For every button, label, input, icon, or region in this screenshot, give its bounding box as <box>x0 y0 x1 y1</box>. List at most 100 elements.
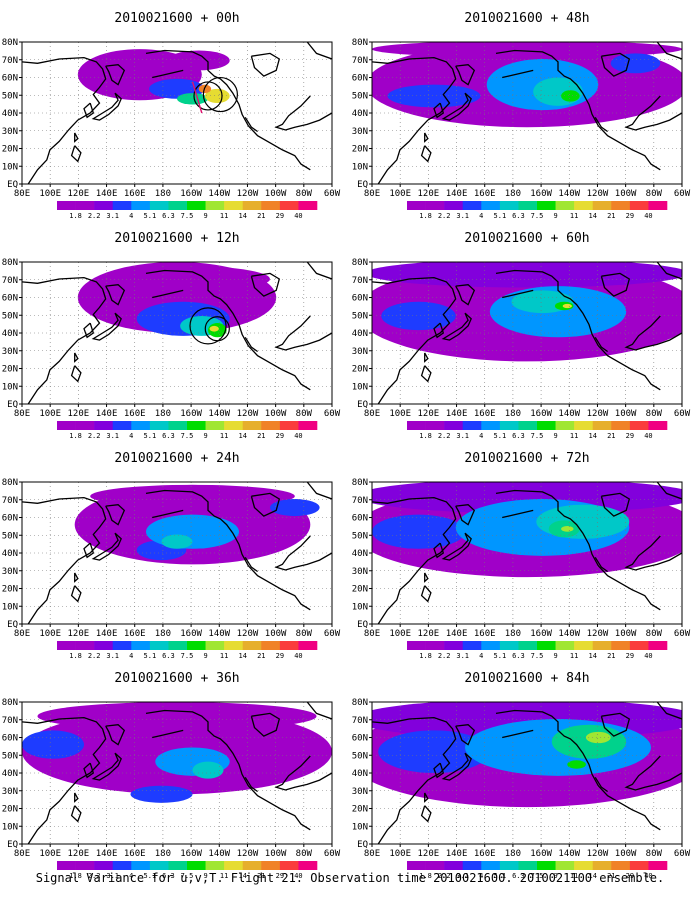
colorbar-level-label: 7.5 <box>181 652 194 660</box>
colorbar-level-label: 9 <box>553 212 557 220</box>
lon-tick-label: 140E <box>96 849 118 859</box>
coastline <box>70 805 82 823</box>
coastline <box>83 542 95 559</box>
lon-tick-label: 140E <box>446 409 468 419</box>
colorbar-swatch <box>187 421 206 430</box>
colorbar-swatch <box>574 201 594 210</box>
colorbar-swatch <box>611 201 631 210</box>
colorbar-swatch <box>499 421 519 430</box>
colorbar-level-label: 1.8 <box>69 432 82 440</box>
colorbar-level-label: 6.3 <box>512 212 525 220</box>
colorbar-swatch <box>261 421 281 430</box>
variance-contour <box>270 499 320 517</box>
colorbar-level-label: 7.5 <box>531 432 544 440</box>
colorbar-level-label: 40 <box>294 872 302 880</box>
lat-tick-label: 70N <box>2 716 18 726</box>
figure-caption: Signal Variance for u,v,T. Flight 21. Ob… <box>35 871 665 885</box>
coastline <box>424 352 429 363</box>
lon-tick-label: 60W <box>324 849 341 859</box>
lat-tick-label: 10N <box>2 602 18 612</box>
coastline <box>372 56 457 184</box>
colorbar-swatch <box>574 421 594 430</box>
colorbar-swatch <box>425 421 445 430</box>
colorbar-swatch <box>611 641 631 650</box>
lon-tick-label: 160W <box>530 629 552 639</box>
lat-tick-label: 10N <box>2 382 18 392</box>
forecast-panel: 2010021600 + 60h 80N 70N 60N 50N 40N 30N 20N 10N… <box>352 231 691 440</box>
lat-tick-label: 70N <box>352 276 368 286</box>
lat-tick-label: 70N <box>352 716 368 726</box>
colorbar-level-label: 6.3 <box>162 652 175 660</box>
lon-tick-label: 180 <box>155 849 171 859</box>
colorbar-swatch <box>648 641 668 650</box>
lon-tick-label: 120E <box>68 189 90 199</box>
colorbar-level-label: 7.5 <box>531 652 544 660</box>
colorbar-swatch <box>279 421 299 430</box>
coastline <box>424 572 429 583</box>
panel-title: 2010021600 + 00h <box>114 11 239 26</box>
variance-contour <box>167 50 230 71</box>
coastline <box>91 532 122 561</box>
colorbar-swatch <box>592 201 612 210</box>
lat-tick-label: EQ <box>357 180 368 190</box>
colorbar-level-label: 14 <box>588 652 596 660</box>
coastline <box>244 776 258 793</box>
lon-tick-label: 160W <box>530 409 552 419</box>
colorbar-swatch <box>57 641 76 650</box>
coastline <box>83 102 95 119</box>
colorbar-level-label: 11 <box>220 872 228 880</box>
colorbar-level-label: 29 <box>276 872 284 880</box>
colorbar-level-label: 1.8 <box>419 872 432 880</box>
lon-tick-label: 100E <box>389 409 411 419</box>
colorbar: 1.8 2.2 3.1 4 5.1 6.3 7.5 9 11 14 21 29 40 <box>407 641 668 660</box>
coastline <box>441 752 472 781</box>
colorbar-level-label: 40 <box>294 432 302 440</box>
coastline <box>91 312 122 341</box>
lon-tick-label: 140W <box>208 629 230 639</box>
lat-tick-label: 30N <box>352 347 368 357</box>
colorbar: 1.8 2.2 3.1 4 5.1 6.3 7.5 9 11 14 21 29 40 <box>57 861 318 880</box>
coastline <box>274 535 332 571</box>
coastline <box>250 712 281 737</box>
panel-title: 2010021600 + 24h <box>114 451 239 466</box>
lon-tick-label: 140E <box>446 189 468 199</box>
colorbar-swatch <box>629 421 649 430</box>
forecast-panel: 2010021600 + 24h 80N 70N 60N 50N 40N 30N 20N 10N… <box>2 451 341 660</box>
lon-tick-label: 120W <box>587 849 609 859</box>
colorbar-swatch <box>462 641 482 650</box>
colorbar-level-label: 40 <box>644 432 652 440</box>
colorbar-swatch <box>592 861 612 870</box>
colorbar-level-label: 5.1 <box>144 212 157 220</box>
lon-tick-label: 140E <box>96 409 118 419</box>
lon-tick-label: 180 <box>505 849 521 859</box>
lat-tick-label: EQ <box>7 180 18 190</box>
colorbar-level-label: 21 <box>257 652 265 660</box>
lat-tick-label: 50N <box>2 531 18 541</box>
lat-tick-label: 50N <box>352 311 368 321</box>
lon-tick-label: 100E <box>39 629 61 639</box>
colorbar-level-label: 29 <box>276 652 284 660</box>
colorbar-swatch <box>205 201 225 210</box>
colorbar: 1.8 2.2 3.1 4 5.1 6.3 7.5 9 11 14 21 29 40 <box>57 641 318 660</box>
flight-track-line <box>191 81 203 114</box>
coastline <box>441 532 472 561</box>
coastline <box>502 289 534 299</box>
lon-tick-label: 140W <box>558 629 580 639</box>
lat-tick-label: 20N <box>2 585 18 595</box>
lat-tick-label: EQ <box>7 840 18 850</box>
coastline <box>244 336 258 353</box>
lat-tick-label: 60N <box>2 74 18 84</box>
lon-tick-label: 80W <box>646 409 663 419</box>
lat-tick-label: 20N <box>352 585 368 595</box>
colorbar-swatch <box>131 861 151 870</box>
colorbar-level-label: 6.3 <box>512 432 525 440</box>
lon-tick-label: 80E <box>14 629 30 639</box>
colorbar-swatch <box>224 641 244 650</box>
variance-contour <box>562 303 572 309</box>
lat-tick-label: 30N <box>352 567 368 577</box>
lon-tick-label: 160W <box>180 409 202 419</box>
colorbar-swatch <box>205 421 225 430</box>
coastline <box>145 489 311 611</box>
coastline <box>624 95 682 131</box>
colorbar-level-label: 3.1 <box>456 872 469 880</box>
